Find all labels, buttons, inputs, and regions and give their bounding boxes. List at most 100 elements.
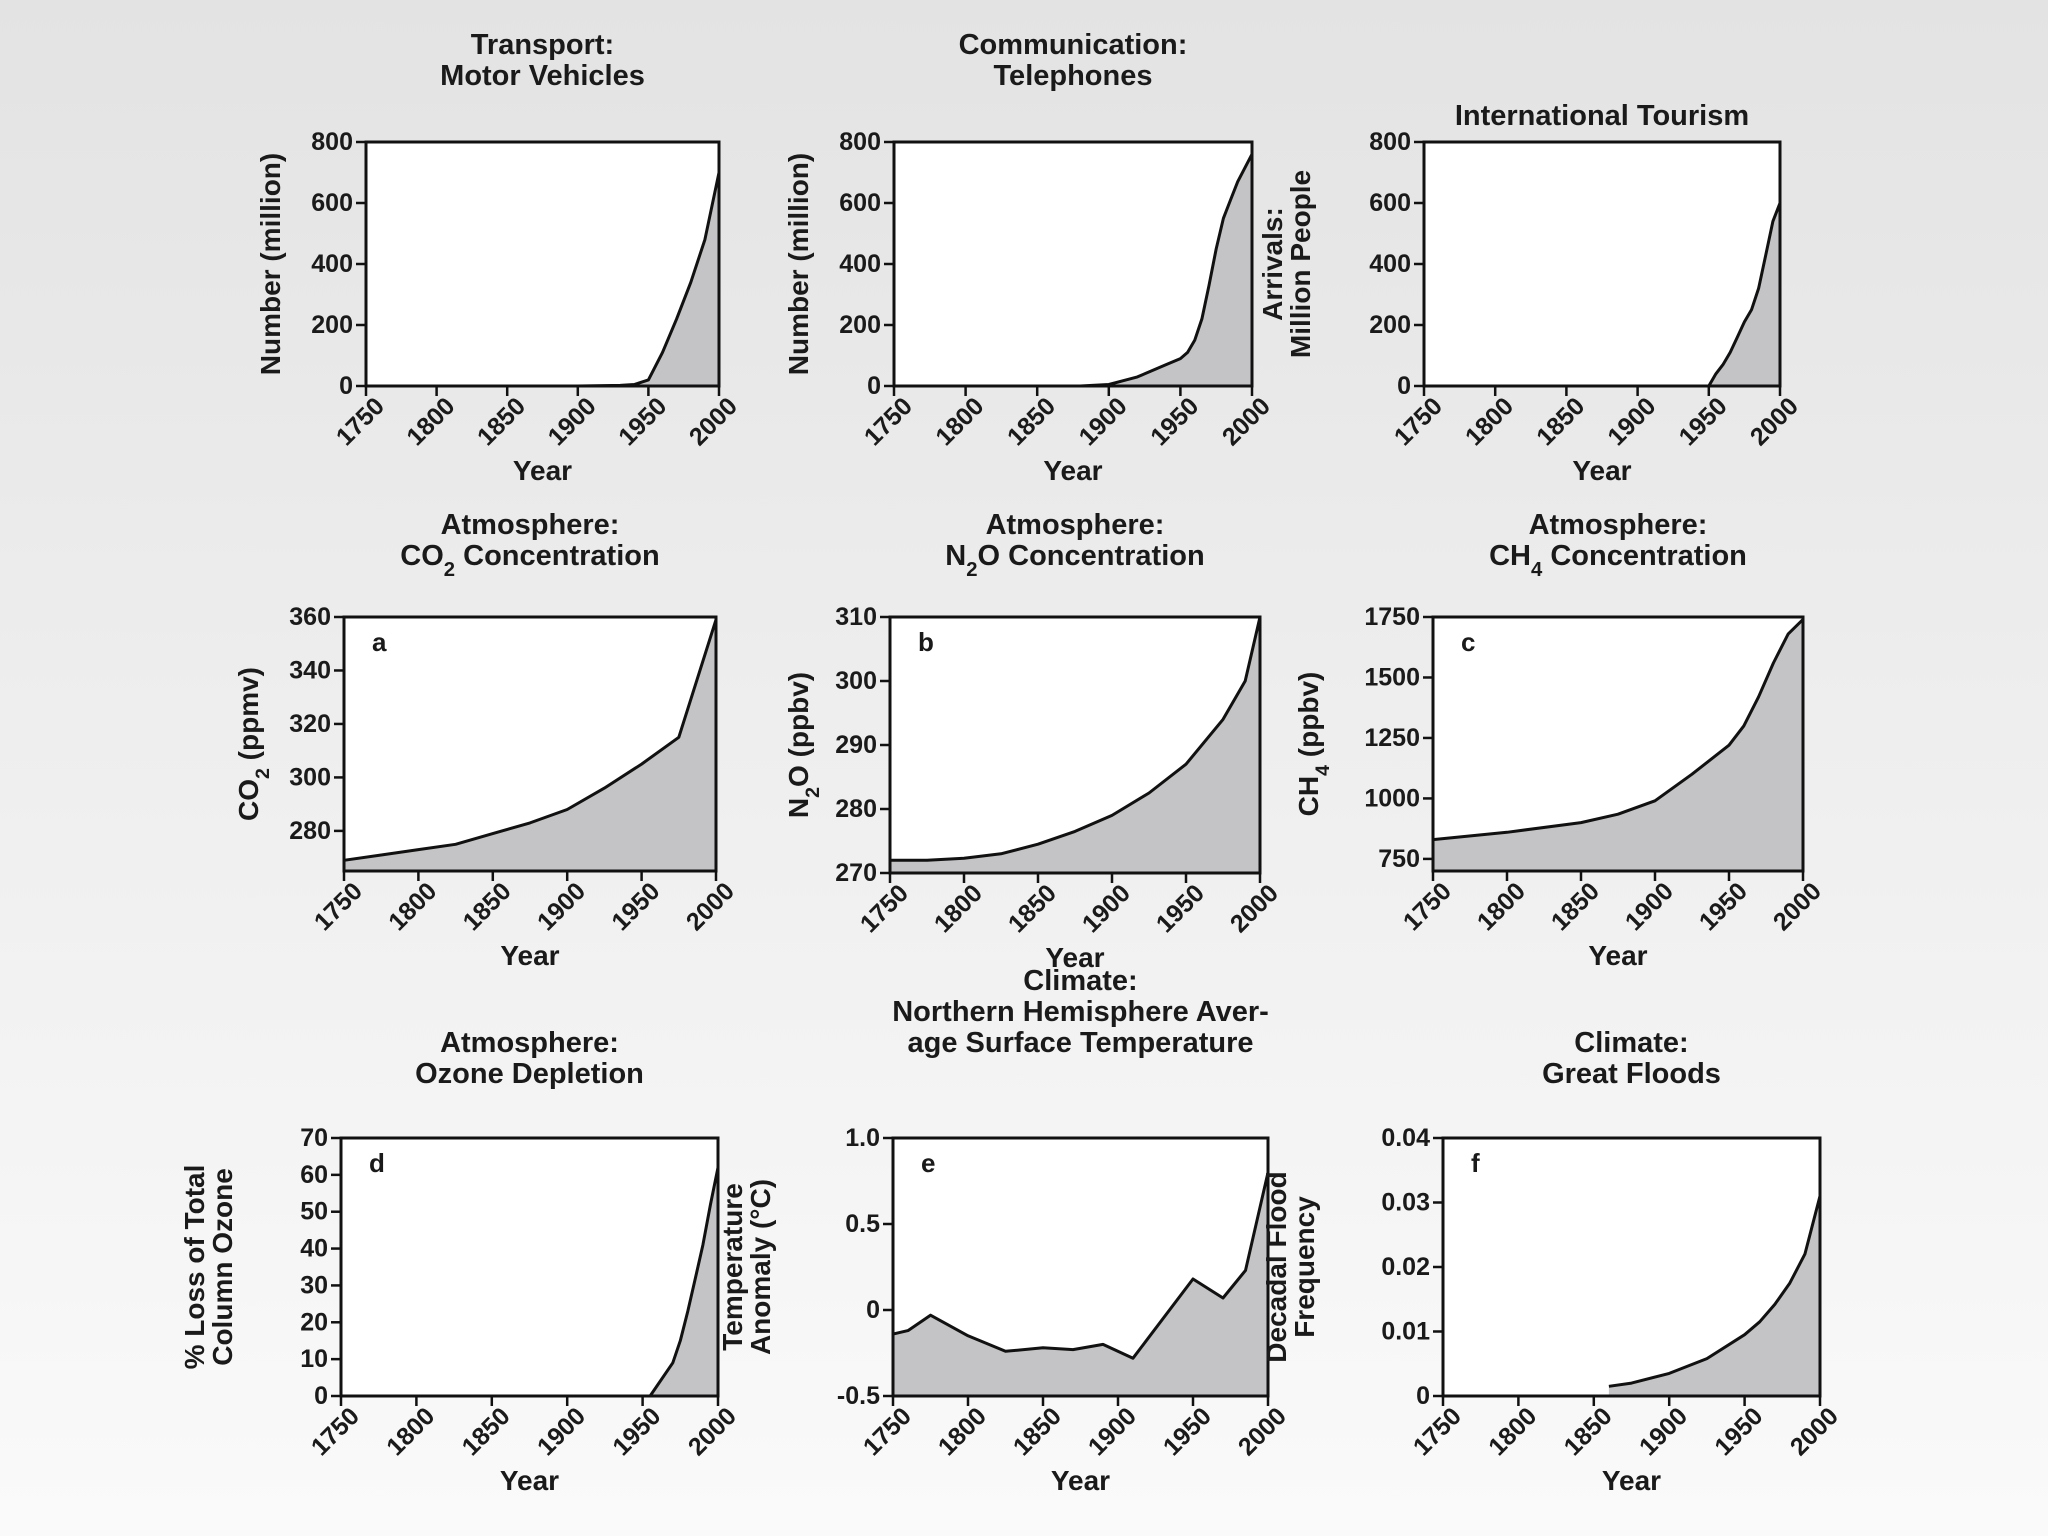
- x-tick-label: 1950: [607, 1402, 666, 1461]
- series-area: [344, 619, 716, 871]
- data-point: [1757, 695, 1761, 699]
- x-tick-label: 2000: [1217, 392, 1276, 451]
- y-tick-label: 50: [300, 1198, 328, 1226]
- y-tick-label: 60: [300, 1161, 328, 1189]
- data-point: [925, 858, 929, 862]
- plot-background: [366, 142, 719, 386]
- data-point: [1742, 724, 1746, 728]
- y-tick-label: 200: [311, 311, 353, 339]
- data-point: [1184, 762, 1188, 766]
- data-point: [966, 1334, 970, 1338]
- x-tick-label: 2000: [1768, 877, 1827, 936]
- data-point: [656, 1383, 660, 1387]
- y-tick-label: 300: [289, 763, 331, 791]
- data-point: [661, 350, 665, 354]
- y-axis-label: Number (million): [255, 153, 286, 375]
- x-tick-label: 1750: [1408, 1402, 1467, 1461]
- chart-title-line: Northern Hemisphere Aver-: [892, 996, 1269, 1028]
- data-point: [1131, 1356, 1135, 1360]
- series-line: [1707, 202, 1782, 387]
- series-area: [890, 617, 1260, 873]
- x-tick-label: 1950: [1694, 877, 1753, 936]
- series-area: [1708, 203, 1780, 386]
- x-axis-label: Year: [513, 455, 572, 486]
- data-point: [1221, 216, 1225, 220]
- x-axis-label: Year: [500, 1465, 559, 1496]
- x-tick-label: 1800: [381, 1402, 440, 1461]
- x-tick-label: 2000: [684, 392, 743, 451]
- series-area: [893, 1172, 1268, 1396]
- y-tick-label: 0.5: [845, 1210, 880, 1238]
- series-area: [1608, 1196, 1820, 1396]
- data-point: [1690, 772, 1694, 776]
- data-point: [1193, 338, 1197, 342]
- data-point: [999, 852, 1003, 856]
- plot-frame: [339, 1136, 720, 1398]
- y-tick-label: 340: [289, 656, 331, 684]
- data-point: [962, 856, 966, 860]
- data-point: [1186, 350, 1190, 354]
- data-point: [1191, 1277, 1195, 1281]
- y-tick-label: -0.5: [837, 1382, 880, 1410]
- chart-title-line: International Tourism: [1455, 100, 1749, 132]
- y-tick-label: 400: [1369, 250, 1411, 278]
- x-tick-label: 1950: [1158, 1402, 1217, 1461]
- data-point: [565, 808, 569, 812]
- y-tick-label: 280: [835, 795, 877, 823]
- data-point: [1200, 317, 1204, 321]
- series-area: [894, 154, 1252, 386]
- data-point: [1207, 283, 1211, 287]
- y-tick-label: 300: [835, 667, 877, 695]
- y-tick-label: 1750: [1364, 603, 1420, 631]
- series-line: [1432, 618, 1805, 842]
- data-point: [1803, 1252, 1807, 1256]
- y-tick-label: 600: [839, 189, 881, 217]
- x-tick-label: 1850: [1546, 877, 1605, 936]
- data-point: [1101, 1342, 1105, 1346]
- x-axis-label: Year: [1043, 455, 1102, 486]
- chart-title-line: Telephones: [994, 60, 1153, 92]
- y-tick-label: 1.0: [845, 1124, 880, 1152]
- data-point: [1705, 1357, 1709, 1361]
- plot-frame: [1431, 615, 1805, 873]
- chart-title-line: Great Floods: [1542, 1058, 1721, 1090]
- y-tick-label: 0: [1416, 1382, 1430, 1410]
- data-point: [1630, 1381, 1634, 1385]
- x-tick-label: 1850: [472, 392, 531, 451]
- series-line: [341, 1167, 720, 1398]
- chart-title-line: N2O Concentration: [945, 540, 1204, 581]
- data-point: [1757, 286, 1761, 290]
- x-tick-label: 1800: [1483, 1402, 1542, 1461]
- data-point: [1221, 717, 1225, 721]
- chart-title-line: Ozone Depletion: [415, 1058, 644, 1090]
- x-tick-label: 1750: [309, 877, 368, 936]
- x-tick-label: 1900: [543, 392, 602, 451]
- y-tick-label: 800: [311, 128, 353, 156]
- x-tick-label: 1850: [1531, 392, 1590, 451]
- x-tick-label: 1950: [606, 877, 665, 936]
- data-point: [1771, 219, 1775, 223]
- data-point: [1788, 1281, 1792, 1285]
- data-point: [1147, 791, 1151, 795]
- y-tick-label: 20: [300, 1308, 328, 1336]
- data-point: [1221, 1296, 1225, 1300]
- x-axis-label: Year: [1572, 455, 1631, 486]
- data-point: [1244, 1268, 1248, 1272]
- y-tick-label: 200: [839, 311, 881, 339]
- data-point: [1135, 375, 1139, 379]
- y-axis-label: % Loss of TotalColumn Ozone: [179, 1165, 238, 1370]
- chart-panel-1: 0 200 400 600 800 1750 1800 1850 1900 1950 2000 Yea…: [255, 29, 743, 486]
- y-tick-label: 0: [1397, 372, 1411, 400]
- data-point: [1743, 1333, 1747, 1337]
- data-point: [1773, 1302, 1777, 1306]
- y-tick-label: 10: [300, 1345, 328, 1373]
- y-tick-label: 600: [1369, 189, 1411, 217]
- x-tick-label: 1800: [933, 1402, 992, 1461]
- x-tick-label: 1900: [532, 877, 591, 936]
- y-tick-label: 0.03: [1381, 1189, 1430, 1217]
- y-tick-label: 400: [311, 250, 353, 278]
- chart-panel-9: 0 0.01 0.02 0.03 0.04 1750 1800 1850 1900 1950 200…: [1261, 1027, 1844, 1496]
- series-line: [890, 616, 1262, 862]
- data-point: [1764, 253, 1768, 257]
- x-tick-label: 2000: [1233, 1402, 1292, 1461]
